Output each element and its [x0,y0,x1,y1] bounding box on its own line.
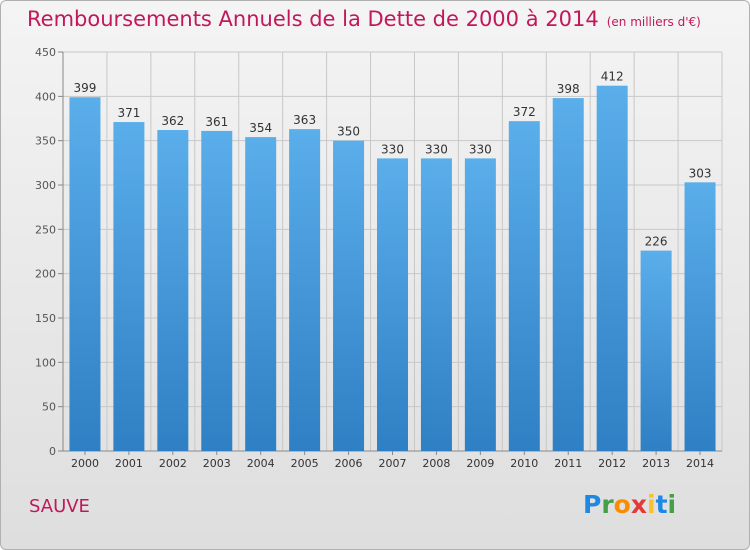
bar-value-label: 330 [381,142,404,156]
bar [420,158,452,451]
x-tick-label: 2001 [115,457,143,470]
bar-value-label: 372 [513,105,536,119]
bar-value-label: 398 [557,82,580,96]
bar-value-label: 226 [645,235,668,249]
x-tick-label: 2005 [291,457,319,470]
x-tick-label: 2013 [642,457,670,470]
x-tick-label: 2007 [379,457,407,470]
proxiti-logo: Proxiti [583,490,677,519]
bar [289,129,321,451]
data-labels: 399 371 362 361 354 363 350 330 330 330 372 398 412 2… [74,70,712,249]
y-tick-label: 300 [35,179,56,192]
x-tick-label: 2006 [335,457,363,470]
bar [596,85,628,452]
y-tick-label: 350 [35,135,56,148]
bar-value-label: 354 [249,121,272,135]
bar [508,121,540,451]
commune-name: SAUVE [29,496,90,517]
y-tick-label: 400 [35,90,56,103]
x-tick-label: 2008 [422,457,450,470]
bar-value-label: 362 [161,114,184,128]
bar [245,137,277,451]
x-tick-label: 2004 [247,457,275,470]
bar-value-label: 330 [425,142,448,156]
bar-value-label: 361 [205,115,228,129]
bar [684,182,716,451]
x-tick-label: 2011 [554,457,582,470]
bar [157,130,189,451]
chart-unit-label: (en milliers d'€) [606,15,701,29]
bar-value-label: 412 [601,70,624,84]
y-tick-label: 150 [35,312,56,325]
y-tick-label: 250 [35,223,56,236]
bar-value-label: 371 [117,106,140,120]
bar [377,158,408,451]
x-tick-label: 2012 [598,457,626,470]
bar [640,250,672,451]
y-tick-label: 50 [42,401,56,414]
y-tick-label: 100 [35,356,56,369]
bar-value-label: 363 [293,113,316,127]
bars [69,85,716,452]
bar [113,122,145,452]
x-tick-label: 2003 [203,457,231,470]
bar-value-label: 330 [469,142,492,156]
x-tick-label: 2010 [510,457,538,470]
x-tick-label: 2002 [159,457,187,470]
bar [464,158,496,451]
bar-value-label: 399 [74,81,97,95]
chart-title-text: Remboursements Annuels de la Dette de 20… [27,7,599,31]
y-tick-label: 450 [35,46,56,59]
bar [201,130,233,451]
chart-title: Remboursements Annuels de la Dette de 20… [27,7,701,31]
y-tick-label: 200 [35,268,56,281]
x-tick-label: 2009 [466,457,494,470]
bar-value-label: 350 [337,125,360,139]
bar [69,97,101,451]
bar [333,140,365,451]
x-tick-label: 2000 [71,457,99,470]
bar [552,98,584,452]
x-tick-label: 2014 [686,457,714,470]
y-tick-label: 0 [49,445,56,458]
x-axis-labels: 2000 2001 2002 2003 2004 2005 2006 2007 2008 2009… [71,451,714,470]
bar-value-label: 303 [689,166,712,180]
